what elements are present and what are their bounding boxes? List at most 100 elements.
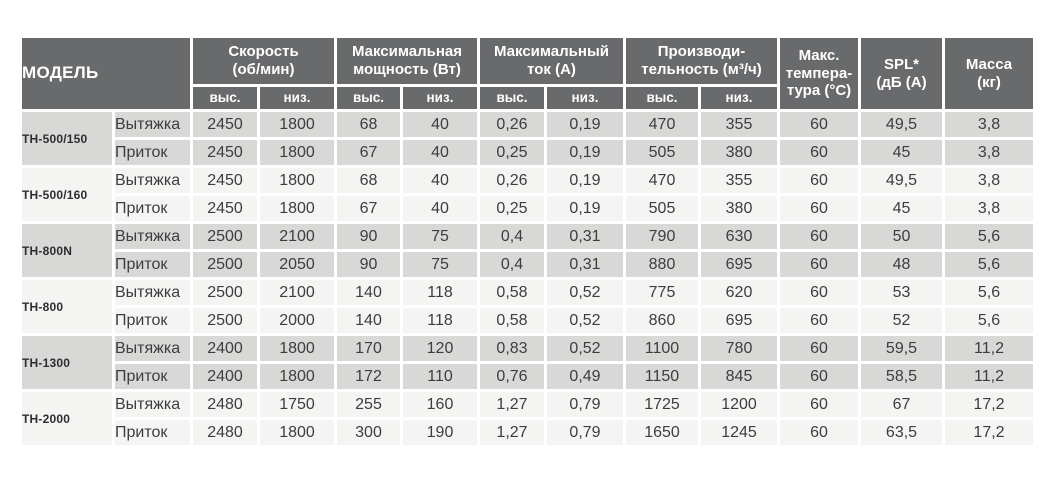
table-row: Приток 2450 1800 67 40 0,25 0,19 505 380… <box>22 140 1033 165</box>
value-cell: 860 <box>626 308 698 333</box>
col-header-capacity: Производи- тельность (м³/ч) <box>626 38 777 84</box>
value-cell: 1725 <box>626 392 698 417</box>
value-cell: 2400 <box>193 336 257 361</box>
value-cell: 0,31 <box>547 224 623 249</box>
value-cell: 2500 <box>193 308 257 333</box>
value-cell: 40 <box>403 196 477 221</box>
value-cell: 1150 <box>626 364 698 389</box>
value-cell: 0,52 <box>547 308 623 333</box>
mode-cell: Приток <box>115 252 190 277</box>
model-cell: TH-800N <box>22 224 112 277</box>
value-cell: 2000 <box>260 308 334 333</box>
value-cell: 3,8 <box>945 196 1033 221</box>
value-cell: 50 <box>861 224 942 249</box>
value-cell: 2100 <box>260 224 334 249</box>
subcol-speed-high: выс. <box>193 87 257 109</box>
table-row: TH-800N Вытяжка 2500 2100 90 75 0,4 0,31… <box>22 224 1033 277</box>
value-cell: 60 <box>780 364 858 389</box>
fan-spec-table: МОДЕЛЬ Скорость (об/мин) Максимальная мо… <box>19 35 1036 448</box>
value-cell: 0,19 <box>547 140 623 165</box>
value-cell: 17,2 <box>945 420 1033 445</box>
value-cell: 845 <box>701 364 777 389</box>
value-cell: 3,8 <box>945 140 1033 165</box>
header-row-subcolumns: выс. низ. выс. низ. выс. низ. выс. низ. <box>22 87 1033 109</box>
value-cell: 2400 <box>193 364 257 389</box>
value-cell: 140 <box>337 280 400 305</box>
value-cell: 0,4 <box>480 252 544 277</box>
value-cell: 380 <box>701 196 777 221</box>
value-cell: 45 <box>861 196 942 221</box>
value-cell: 2480 <box>193 420 257 445</box>
value-cell: 2500 <box>193 252 257 277</box>
value-cell: 255 <box>337 392 400 417</box>
value-cell: 0,79 <box>547 392 623 417</box>
value-cell: 120 <box>403 336 477 361</box>
table-row: Приток 2500 2000 140 118 0,58 0,52 860 6… <box>22 308 1033 333</box>
value-cell: 1,27 <box>480 392 544 417</box>
mode-cell: Приток <box>115 196 190 221</box>
value-cell: 118 <box>403 308 477 333</box>
value-cell: 790 <box>626 224 698 249</box>
value-cell: 59,5 <box>861 336 942 361</box>
value-cell: 60 <box>780 196 858 221</box>
value-cell: 695 <box>701 252 777 277</box>
value-cell: 190 <box>403 420 477 445</box>
value-cell: 160 <box>403 392 477 417</box>
value-cell: 67 <box>337 140 400 165</box>
value-cell: 1800 <box>260 364 334 389</box>
mode-cell: Приток <box>115 308 190 333</box>
value-cell: 505 <box>626 140 698 165</box>
value-cell: 90 <box>337 224 400 249</box>
value-cell: 0,25 <box>480 140 544 165</box>
value-cell: 620 <box>701 280 777 305</box>
subcol-capacity-high: выс. <box>626 87 698 109</box>
value-cell: 2100 <box>260 280 334 305</box>
mode-cell: Вытяжка <box>115 112 190 137</box>
value-cell: 2450 <box>193 196 257 221</box>
value-cell: 0,58 <box>480 308 544 333</box>
table-row: TH-2000 Вытяжка 2480 1750 255 160 1,27 0… <box>22 392 1033 445</box>
mode-cell: Вытяжка <box>115 392 190 417</box>
value-cell: 5,6 <box>945 224 1033 249</box>
col-header-speed: Скорость (об/мин) <box>193 38 334 84</box>
value-cell: 0,19 <box>547 168 623 193</box>
value-cell: 60 <box>780 168 858 193</box>
value-cell: 170 <box>337 336 400 361</box>
mode-cell: Вытяжка <box>115 336 190 361</box>
table-row: TH-500/150 Вытяжка 2450 1800 68 40 0,26 … <box>22 112 1033 165</box>
value-cell: 0,79 <box>547 420 623 445</box>
value-cell: 0,26 <box>480 112 544 137</box>
value-cell: 60 <box>780 392 858 417</box>
value-cell: 1750 <box>260 392 334 417</box>
value-cell: 0,83 <box>480 336 544 361</box>
model-cell: TH-500/150 <box>22 112 112 165</box>
value-cell: 49,5 <box>861 112 942 137</box>
table-row: Приток 2500 2050 90 75 0,4 0,31 880 695 … <box>22 252 1033 277</box>
mode-cell: Вытяжка <box>115 224 190 249</box>
value-cell: 1200 <box>701 392 777 417</box>
value-cell: 1800 <box>260 196 334 221</box>
value-cell: 140 <box>337 308 400 333</box>
value-cell: 1800 <box>260 112 334 137</box>
value-cell: 17,2 <box>945 392 1033 417</box>
model-cell: TH-1300 <box>22 336 112 389</box>
value-cell: 780 <box>701 336 777 361</box>
value-cell: 60 <box>780 280 858 305</box>
value-cell: 1,27 <box>480 420 544 445</box>
col-header-max-temp: Макс. темпера- тура (°С) <box>780 38 858 109</box>
subcol-power-high: выс. <box>337 87 400 109</box>
value-cell: 1800 <box>260 168 334 193</box>
value-cell: 1800 <box>260 336 334 361</box>
value-cell: 75 <box>403 252 477 277</box>
value-cell: 63,5 <box>861 420 942 445</box>
value-cell: 880 <box>626 252 698 277</box>
subcol-current-low: низ. <box>547 87 623 109</box>
table-row: Приток 2480 1800 300 190 1,27 0,79 1650 … <box>22 420 1033 445</box>
value-cell: 60 <box>780 140 858 165</box>
value-cell: 67 <box>337 196 400 221</box>
value-cell: 5,6 <box>945 252 1033 277</box>
value-cell: 5,6 <box>945 280 1033 305</box>
value-cell: 67 <box>861 392 942 417</box>
value-cell: 2480 <box>193 392 257 417</box>
value-cell: 1800 <box>260 420 334 445</box>
